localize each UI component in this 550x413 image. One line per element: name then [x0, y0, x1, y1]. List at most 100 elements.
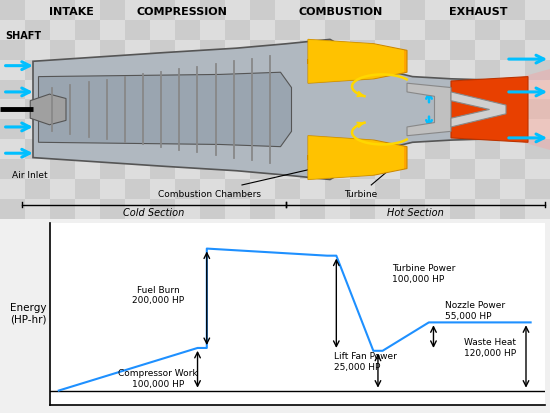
- Bar: [200, 100, 225, 119]
- Bar: [400, 199, 425, 219]
- Bar: [350, 20, 375, 40]
- Bar: [150, 0, 175, 20]
- Bar: [250, 20, 275, 40]
- Bar: [500, 100, 525, 119]
- Bar: [125, 199, 150, 219]
- Bar: [25, 139, 50, 159]
- Bar: [525, 40, 550, 60]
- Bar: [0, 80, 25, 100]
- Bar: [50, 159, 75, 179]
- Polygon shape: [451, 76, 528, 142]
- Bar: [400, 179, 425, 199]
- Bar: [150, 199, 175, 219]
- Polygon shape: [407, 83, 451, 136]
- Text: COMBUSTION: COMBUSTION: [299, 7, 383, 17]
- Bar: [25, 119, 50, 139]
- Polygon shape: [522, 61, 550, 158]
- Bar: [400, 20, 425, 40]
- Bar: [275, 119, 300, 139]
- Bar: [275, 60, 300, 80]
- Bar: [75, 100, 100, 119]
- Bar: [425, 139, 450, 159]
- Bar: [100, 20, 125, 40]
- Bar: [75, 159, 100, 179]
- Polygon shape: [451, 92, 506, 127]
- Bar: [250, 80, 275, 100]
- Bar: [275, 199, 300, 219]
- Bar: [150, 100, 175, 119]
- Text: INTAKE: INTAKE: [49, 7, 94, 17]
- Bar: [100, 60, 125, 80]
- Polygon shape: [308, 136, 404, 180]
- Bar: [75, 40, 100, 60]
- Bar: [450, 139, 475, 159]
- Bar: [525, 80, 550, 100]
- Bar: [0, 60, 25, 80]
- Bar: [425, 60, 450, 80]
- Bar: [350, 80, 375, 100]
- Bar: [525, 179, 550, 199]
- Bar: [200, 20, 225, 40]
- Bar: [200, 40, 225, 60]
- Bar: [150, 20, 175, 40]
- Bar: [300, 119, 325, 139]
- Bar: [300, 40, 325, 60]
- Text: EXHAUST: EXHAUST: [449, 7, 508, 17]
- Bar: [150, 139, 175, 159]
- Bar: [100, 139, 125, 159]
- Bar: [100, 199, 125, 219]
- Bar: [475, 40, 500, 60]
- Bar: [0, 179, 25, 199]
- Bar: [150, 159, 175, 179]
- Bar: [525, 119, 550, 139]
- Bar: [75, 80, 100, 100]
- Bar: [350, 60, 375, 80]
- Bar: [50, 139, 75, 159]
- Bar: [250, 0, 275, 20]
- Bar: [350, 179, 375, 199]
- Bar: [425, 159, 450, 179]
- Bar: [225, 60, 250, 80]
- Bar: [375, 159, 400, 179]
- Bar: [325, 159, 350, 179]
- Bar: [25, 40, 50, 60]
- Bar: [225, 20, 250, 40]
- Bar: [350, 139, 375, 159]
- Bar: [50, 40, 75, 60]
- Bar: [125, 40, 150, 60]
- Bar: [25, 159, 50, 179]
- Bar: [450, 0, 475, 20]
- Bar: [450, 179, 475, 199]
- Bar: [350, 119, 375, 139]
- Bar: [250, 119, 275, 139]
- Polygon shape: [30, 94, 66, 125]
- Bar: [400, 0, 425, 20]
- Bar: [475, 139, 500, 159]
- Text: Compressor Work
100,000 HP: Compressor Work 100,000 HP: [118, 370, 198, 389]
- Bar: [225, 0, 250, 20]
- Bar: [300, 199, 325, 219]
- Bar: [225, 199, 250, 219]
- Bar: [425, 119, 450, 139]
- Bar: [400, 159, 425, 179]
- Bar: [325, 139, 350, 159]
- Bar: [125, 80, 150, 100]
- Bar: [175, 199, 200, 219]
- Text: Nozzle Power
55,000 HP: Nozzle Power 55,000 HP: [445, 301, 505, 321]
- Bar: [475, 179, 500, 199]
- Bar: [350, 199, 375, 219]
- Text: Cold Section: Cold Section: [123, 209, 185, 218]
- Bar: [300, 179, 325, 199]
- Bar: [0, 119, 25, 139]
- Bar: [50, 100, 75, 119]
- Bar: [525, 199, 550, 219]
- Bar: [325, 80, 350, 100]
- Text: Lift Fan Power
25,000 HP: Lift Fan Power 25,000 HP: [334, 352, 397, 372]
- Bar: [125, 139, 150, 159]
- Bar: [500, 80, 525, 100]
- Bar: [175, 139, 200, 159]
- Bar: [375, 100, 400, 119]
- Bar: [25, 0, 50, 20]
- Bar: [325, 60, 350, 80]
- Bar: [0, 139, 25, 159]
